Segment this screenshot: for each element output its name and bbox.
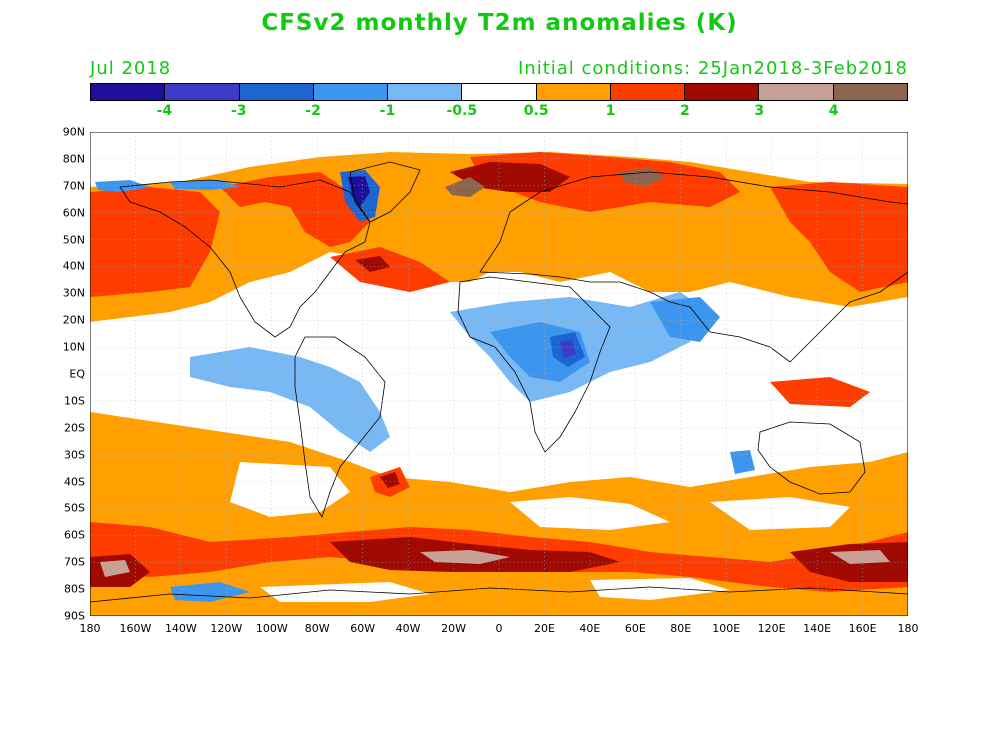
anomaly-region — [100, 560, 130, 577]
latitude-tick-label: 40S — [64, 475, 85, 489]
latitude-tick-label: 50S — [64, 501, 85, 515]
longitude-tick-label: 20E — [533, 622, 555, 635]
grid-lines — [90, 132, 908, 616]
colorbar-swatch — [685, 84, 760, 100]
longitude-tick-label: 180 — [79, 622, 101, 635]
anomaly-region — [420, 550, 510, 564]
colorbar-label: -2 — [305, 103, 321, 119]
anomaly-region — [710, 497, 850, 530]
anomaly-region — [620, 168, 665, 187]
longitude-tick-label: 0 — [495, 622, 503, 635]
anomaly-map — [90, 132, 908, 616]
anomaly-region — [230, 462, 350, 517]
anomaly-region — [348, 176, 370, 207]
latitude-tick-label: 10N — [62, 340, 85, 354]
latitude-tick-label: 90S — [64, 609, 85, 623]
colorbar-swatch — [536, 84, 611, 100]
longitude-tick-label: 60E — [624, 622, 646, 635]
colorbar-swatch — [313, 84, 389, 100]
colorbar-label: -0.5 — [446, 103, 478, 119]
anomaly-region — [590, 578, 730, 600]
colorbar-label: 4 — [828, 103, 839, 119]
anomaly-region — [770, 377, 870, 407]
coastline-australia — [757, 421, 866, 495]
longitude-tick-label: 100E — [712, 622, 741, 635]
anomaly-region — [560, 340, 576, 358]
anomaly-region — [330, 247, 450, 292]
colorbar-label: 0.5 — [523, 103, 549, 119]
colorbar-label: -4 — [156, 103, 173, 119]
longitude-tick-label: 80E — [670, 622, 692, 635]
anomaly-region — [190, 347, 390, 452]
latitude-tick-label: 70S — [64, 555, 85, 569]
anomaly-region — [355, 256, 390, 272]
longitude-tick-label: 40W — [395, 622, 421, 635]
anomaly-region — [220, 172, 370, 247]
coastline-eurasia — [479, 171, 908, 363]
chart-title: CFSv2 monthly T2m anomalies (K) — [261, 10, 738, 36]
colorbar-swatch — [388, 84, 463, 100]
latitude-tick-label: 30N — [62, 286, 85, 300]
anomaly-region — [830, 550, 890, 564]
anomaly-region — [510, 497, 670, 530]
colorbar-label: 3 — [754, 103, 765, 119]
latitude-tick-label: 50N — [62, 233, 85, 247]
longitude-tick-label: 120E — [757, 622, 786, 635]
latitude-tick-label: 40N — [62, 259, 85, 273]
longitude-tick-label: 100W — [255, 622, 288, 635]
longitude-tick-label: 160W — [119, 622, 152, 635]
anomaly-region — [445, 177, 485, 197]
latitude-tick-label: EQ — [69, 367, 85, 381]
longitude-tick-label: 140W — [164, 622, 197, 635]
latitude-tick-label: 20N — [62, 313, 85, 327]
longitude-tick-label: 40E — [579, 622, 601, 635]
longitude-tick-label: 80W — [304, 622, 330, 635]
colorbar-swatch — [462, 84, 537, 100]
colorbar-label: -1 — [379, 103, 396, 119]
colorbar-labels: -4 -3 -2 -1 -0.5 0.5 1 2 3 4 — [90, 103, 908, 123]
longitude-tick-label: 160E — [848, 622, 877, 635]
target-month: Jul 2018 — [90, 58, 172, 79]
latitude-tick-label: 90N — [62, 125, 85, 139]
colorbar-label: 1 — [605, 103, 616, 119]
latitude-tick-label: 70N — [62, 179, 85, 193]
latitude-tick-label: 30S — [64, 448, 85, 462]
anomaly-region — [770, 182, 908, 292]
latitude-tick-label: 80S — [64, 582, 85, 596]
anomaly-region — [650, 297, 720, 342]
coastline-south-america — [294, 336, 386, 518]
anomaly-region — [380, 472, 400, 488]
longitude-tick-label: 20W — [441, 622, 466, 635]
coastline-greenland — [349, 161, 421, 223]
latitude-tick-label: 60S — [64, 528, 85, 542]
colorbar-swatch — [759, 84, 834, 100]
anomaly-region — [730, 450, 755, 474]
longitude-tick-label: 180 — [897, 622, 919, 635]
anomaly-region — [170, 180, 240, 190]
latitude-tick-label: 60N — [62, 206, 85, 220]
colorbar-swatch — [833, 84, 907, 100]
initial-conditions: Initial conditions: 25Jan2018-3Feb2018 — [517, 58, 908, 79]
latitude-tick-label: 20S — [64, 421, 85, 435]
colorbar-swatch — [165, 84, 240, 100]
coastline-antarctica — [90, 586, 908, 603]
latitude-tick-label: 10S — [64, 394, 85, 408]
colorbar-swatch — [239, 84, 314, 100]
colorbar-label: 2 — [680, 103, 690, 119]
longitude-tick-label: 120W — [210, 622, 243, 635]
anomaly-region — [90, 187, 220, 297]
colorbar-label: -3 — [230, 103, 247, 119]
colorbar — [90, 83, 908, 101]
coastline-africa — [457, 276, 611, 453]
latitude-tick-label: 80N — [62, 152, 85, 166]
colorbar-swatch — [91, 84, 166, 100]
anomaly-region — [260, 582, 430, 602]
longitude-tick-label: 140E — [803, 622, 832, 635]
colorbar-swatch — [610, 84, 686, 100]
longitude-tick-label: 60W — [350, 622, 376, 635]
